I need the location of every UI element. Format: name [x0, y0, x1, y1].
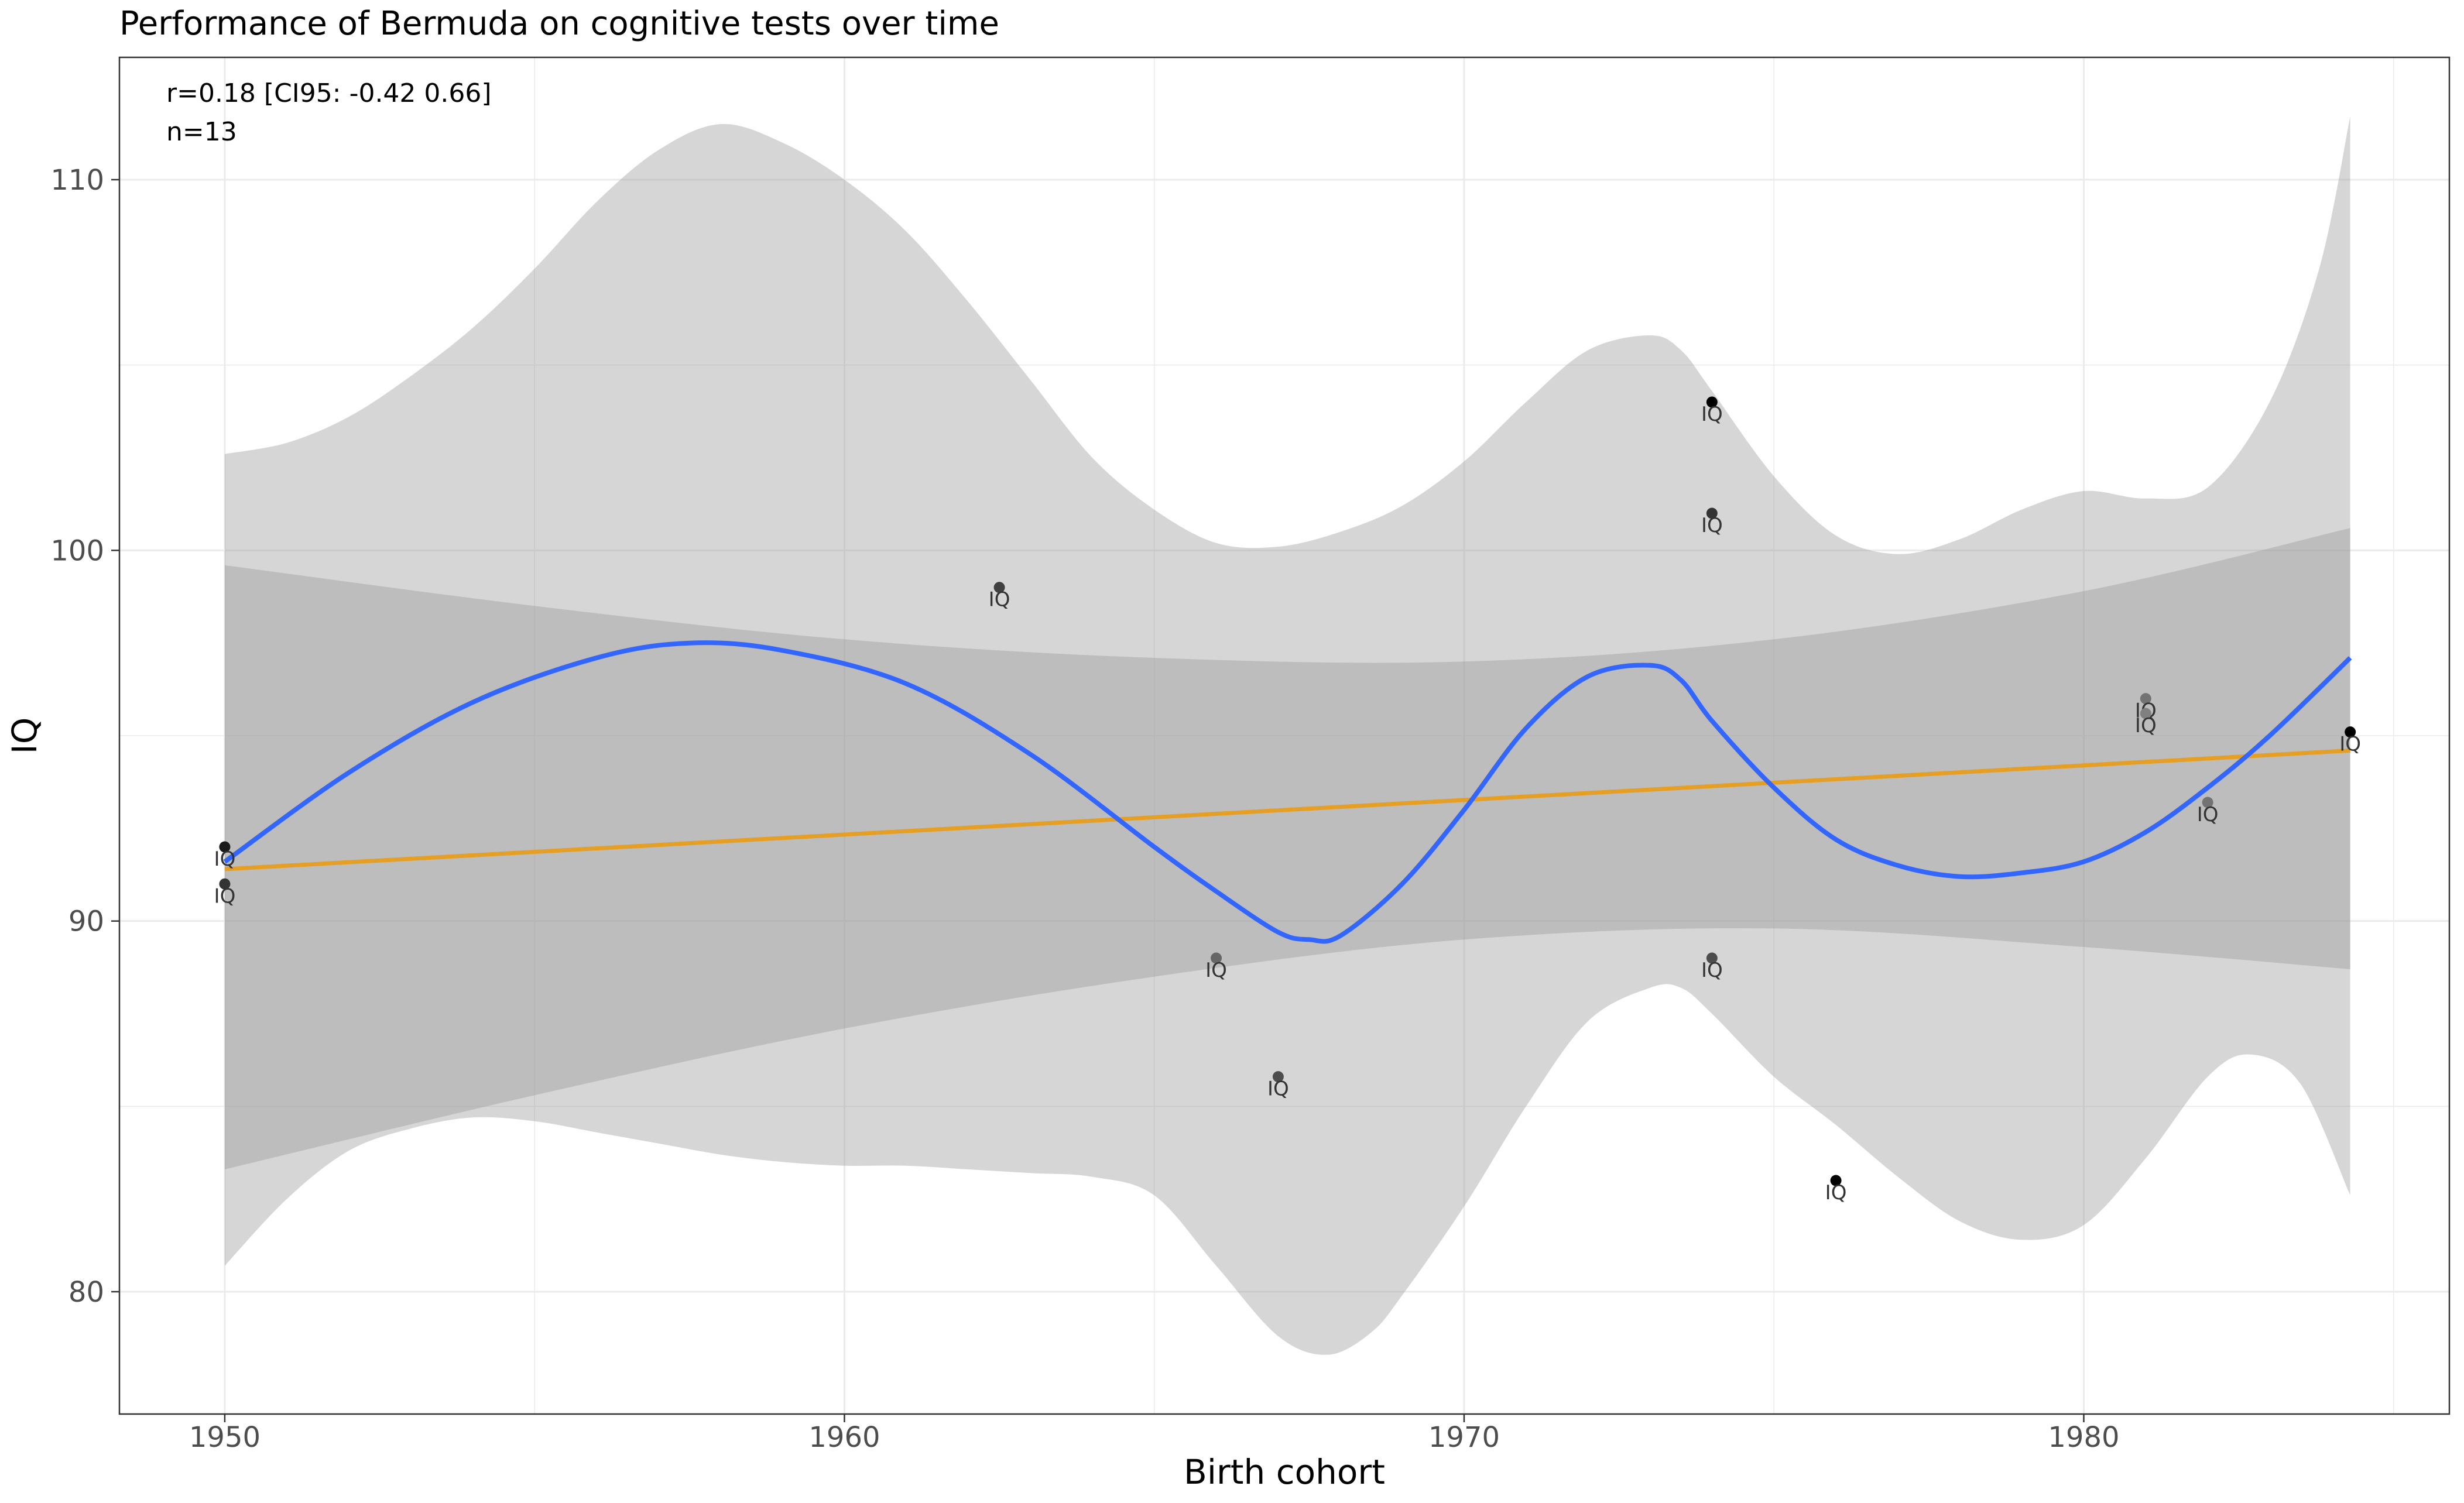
axis-ticks: 1950 1960 1970 1980 80 90 100 110 — [50, 164, 2119, 1454]
y-tick-label: 110 — [50, 164, 104, 197]
data-point — [2140, 693, 2151, 705]
data-point — [1706, 396, 1718, 408]
data-point-label: IQ — [989, 588, 1010, 612]
y-axis-title: IQ — [5, 718, 44, 754]
loess-fit-line — [223, 640, 2352, 944]
data-point — [2345, 726, 2356, 738]
data-point — [993, 582, 1005, 593]
data-point-label: IQ — [214, 847, 236, 871]
annotations: r=0.18 [CI95: -0.42 0.66] n=13 — [166, 78, 492, 147]
data-point — [1830, 1175, 1842, 1186]
data-point — [1706, 507, 1718, 519]
correlation-annotation: r=0.18 [CI95: -0.42 0.66] — [166, 78, 492, 108]
data-point-label: IQ — [1825, 1181, 1847, 1205]
fit-lines — [223, 640, 2352, 944]
x-tick-label: 1970 — [1428, 1421, 1500, 1454]
x-tick-label: 1980 — [2048, 1421, 2119, 1454]
linear-fit-line — [224, 748, 2350, 871]
data-point — [1211, 952, 1222, 964]
confidence-bands — [224, 116, 2350, 1355]
data-point-label: IQ — [2197, 803, 2219, 826]
x-tick-label: 1960 — [808, 1421, 880, 1454]
data-point-label: IQ — [1205, 959, 1227, 982]
x-tick-label: 1950 — [189, 1421, 261, 1454]
data-point — [219, 841, 231, 853]
y-tick-label: 80 — [68, 1276, 104, 1309]
y-tick-label: 90 — [68, 905, 104, 938]
data-point — [219, 878, 231, 890]
loess-confidence-band — [224, 116, 2350, 1355]
data-point-label: IQ — [1267, 1078, 1289, 1101]
data-point — [2202, 797, 2213, 808]
grid-lines — [119, 57, 2449, 1414]
data-points: IQIQIQIQIQIQIQIQIQIQIQIQIQ — [214, 396, 2361, 1205]
plot-panel-border — [118, 56, 2451, 1415]
data-point-label: IQ — [1701, 403, 1723, 426]
data-point — [1706, 952, 1718, 964]
data-point-label: IQ — [1701, 514, 1723, 537]
data-point-label: IQ — [1701, 959, 1723, 982]
sample-size-annotation: n=13 — [166, 117, 237, 147]
x-axis-title: Birth cohort — [1184, 1452, 1385, 1492]
data-point-label: IQ — [214, 884, 236, 908]
linear-confidence-band — [224, 528, 2350, 1169]
data-point — [2140, 708, 2151, 719]
data-point — [1272, 1071, 1284, 1083]
data-point-label: IQ — [2135, 714, 2157, 737]
y-tick-label: 100 — [50, 534, 104, 567]
data-point-label: IQ — [2339, 733, 2361, 756]
chart-title: Performance of Bermuda on cognitive test… — [119, 5, 999, 43]
